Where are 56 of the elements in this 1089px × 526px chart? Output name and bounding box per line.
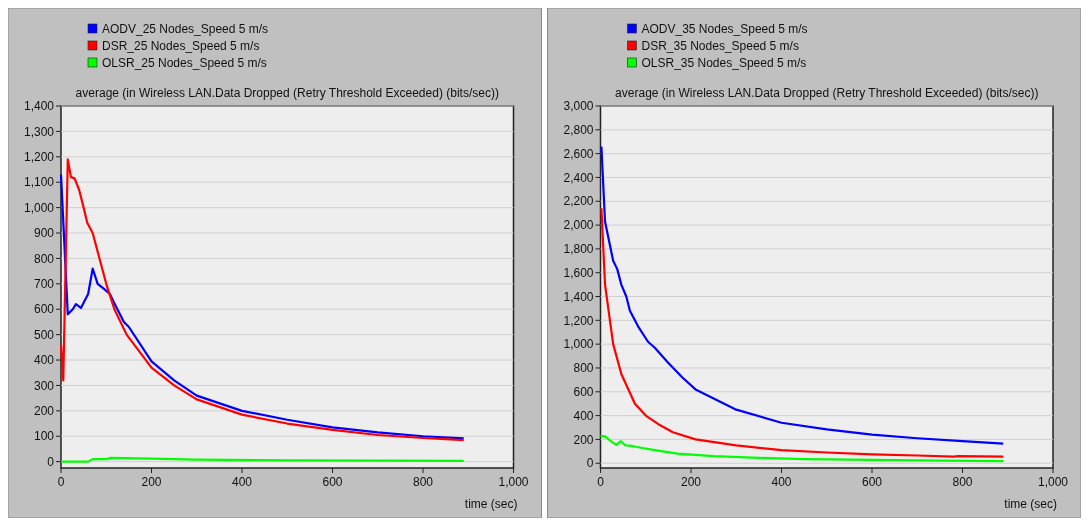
y-tick-label: 600 [573, 384, 594, 399]
y-tick-label: 100 [33, 429, 55, 444]
x-tick-label: 600 [861, 475, 883, 489]
y-tick-label: 1,600 [563, 265, 594, 280]
y-tick-label: 1,300 [23, 124, 55, 139]
y-tick-label: 400 [573, 408, 594, 423]
y-tick-label: 800 [33, 251, 55, 266]
y-tick-label: 1,100 [23, 175, 55, 190]
y-tick-label: 2,800 [563, 123, 594, 138]
y-tick-label: 500 [33, 327, 55, 342]
x-tick-label: 800 [952, 475, 973, 489]
x-tick-label: 1,000 [498, 475, 529, 489]
y-tick-label: 2,200 [563, 194, 594, 209]
x-tick-label: 1,000 [1037, 475, 1069, 489]
chart-title: average (in Wireless LAN.Data Dropped (Retry Threshold Exceeded) (bits/sec)) [615, 86, 1039, 100]
legend-label: AODV_25 Nodes_Speed 5 m/s [102, 22, 269, 36]
y-tick-label: 1,000 [23, 200, 55, 215]
y-tick-label: 400 [33, 353, 55, 368]
y-tick-label: 2,000 [563, 218, 594, 233]
y-tick-label: 2,400 [563, 170, 594, 185]
y-tick-label: 3,000 [563, 99, 594, 114]
y-tick-label: 0 [47, 454, 55, 469]
legend-label: AODV_35 Nodes_Speed 5 m/s [641, 22, 808, 36]
y-tick-label: 900 [33, 226, 55, 241]
y-tick-label: 800 [573, 361, 594, 376]
line-series [599, 434, 1005, 463]
x-tick-label: 800 [412, 475, 434, 489]
x-tick-label: 200 [141, 475, 162, 489]
legend-label: OLSR_35 Nodes_Speed 5 m/s [641, 56, 807, 70]
y-tick-label: 300 [33, 378, 55, 393]
x-axis-title: time (sec) [464, 497, 518, 511]
legend-label: DSR_25 Nodes_Speed 5 m/s [102, 39, 260, 53]
y-tick-label: 600 [33, 302, 55, 317]
x-tick-label: 0 [597, 475, 605, 489]
x-axis-title: time (sec) [1004, 497, 1057, 511]
y-tick-label: 700 [33, 277, 55, 292]
y-tick-label: 1,200 [23, 150, 55, 165]
x-tick-label: 200 [680, 475, 702, 489]
y-tick-label: 0 [586, 456, 594, 471]
x-tick-label: 400 [231, 475, 253, 489]
y-tick-label: 1,200 [563, 313, 594, 328]
line-series [600, 145, 1005, 445]
y-tick-label: 2,600 [563, 146, 594, 161]
line-series [600, 207, 1005, 458]
legend-label: OLSR_25 Nodes_Speed 5 m/s [102, 56, 267, 70]
x-tick-label: 0 [57, 475, 65, 489]
y-tick-label: 200 [33, 404, 55, 419]
x-tick-label: 400 [771, 475, 792, 489]
y-tick-label: 1,800 [563, 242, 594, 257]
legend-label: DSR_35 Nodes_Speed 5 m/s [641, 39, 799, 53]
y-tick-label: 1,400 [563, 289, 594, 304]
chart-title: average (in Wireless LAN.Data Dropped (Retry Threshold Exceeded) (bits/sec)) [75, 86, 499, 100]
x-tick-label: 600 [322, 475, 343, 489]
y-tick-label: 1,000 [563, 337, 594, 352]
y-tick-label: 200 [573, 432, 594, 447]
y-tick-label: 1,400 [23, 99, 55, 114]
